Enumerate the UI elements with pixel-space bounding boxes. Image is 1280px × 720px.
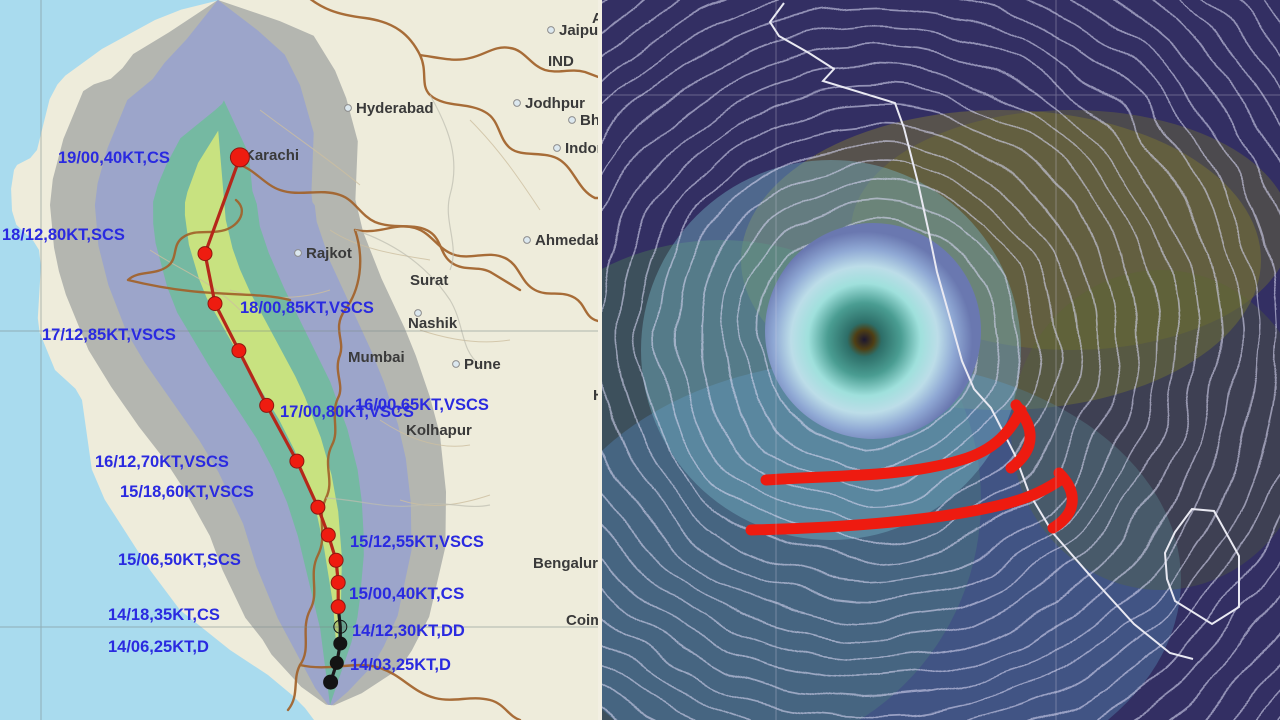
svg-text:15/18,60KT,VSCS: 15/18,60KT,VSCS xyxy=(120,483,254,501)
svg-text:Hyderabad: Hyderabad xyxy=(356,100,434,117)
svg-text:18/00,85KT,VSCS: 18/00,85KT,VSCS xyxy=(240,299,374,317)
svg-text:19/00,40KT,CS: 19/00,40KT,CS xyxy=(58,149,170,167)
svg-text:Karachi: Karachi xyxy=(244,147,299,164)
svg-text:16/00,65KT,VSCS: 16/00,65KT,VSCS xyxy=(355,396,489,414)
svg-text:14/18,35KT,CS: 14/18,35KT,CS xyxy=(108,606,220,624)
svg-text:14/12,30KT,DD: 14/12,30KT,DD xyxy=(352,622,465,640)
svg-text:15/06,50KT,SCS: 15/06,50KT,SCS xyxy=(118,551,241,569)
svg-text:Bengaluru: Bengaluru xyxy=(533,555,601,572)
svg-text:Coimbatore: Coimbatore xyxy=(566,612,601,629)
svg-text:15/12,55KT,VSCS: 15/12,55KT,VSCS xyxy=(350,533,484,551)
svg-text:Ahmedabad: Ahmedabad xyxy=(535,232,601,249)
svg-text:Surat: Surat xyxy=(410,272,448,289)
svg-text:17/12,85KT,VSCS: 17/12,85KT,VSCS xyxy=(42,326,176,344)
svg-text:Mumbai: Mumbai xyxy=(348,349,405,366)
svg-text:14/06,25KT,D: 14/06,25KT,D xyxy=(108,638,209,656)
svg-text:Nashik: Nashik xyxy=(408,315,458,332)
svg-text:15/00,40KT,CS: 15/00,40KT,CS xyxy=(349,584,464,603)
svg-text:16/12,70KT,VSCS: 16/12,70KT,VSCS xyxy=(95,453,229,471)
svg-text:Pune: Pune xyxy=(464,356,501,373)
svg-text:14/03,25KT,D: 14/03,25KT,D xyxy=(350,656,451,674)
svg-text:Indore: Indore xyxy=(565,140,601,157)
svg-text:Jodhpur: Jodhpur xyxy=(525,95,585,112)
svg-text:18/12,80KT,SCS: 18/12,80KT,SCS xyxy=(2,226,125,244)
svg-text:IND: IND xyxy=(548,53,574,70)
svg-text:Kolhapur: Kolhapur xyxy=(406,422,472,439)
svg-text:Rajkot: Rajkot xyxy=(306,245,352,262)
